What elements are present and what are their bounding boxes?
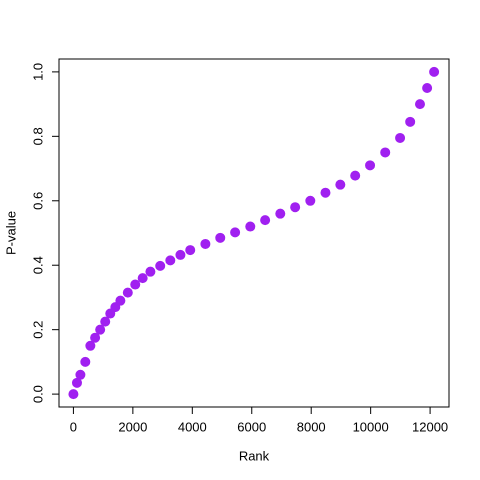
point <box>85 340 96 351</box>
point <box>115 295 126 306</box>
point <box>122 287 133 298</box>
point <box>320 187 331 198</box>
point <box>365 160 376 171</box>
point <box>305 195 316 206</box>
point <box>414 99 425 110</box>
x-tick-label: 8000 <box>297 419 326 434</box>
x-axis-label: Rank <box>239 448 270 463</box>
plot-frame <box>58 58 450 408</box>
point <box>100 316 111 327</box>
x-tick-label: 10000 <box>353 419 389 434</box>
point <box>260 215 271 226</box>
x-tick-label: 2000 <box>118 419 147 434</box>
point <box>405 116 416 127</box>
point <box>335 179 346 190</box>
y-axis-label: P-value <box>3 211 18 255</box>
point <box>110 302 121 313</box>
point <box>145 266 156 277</box>
point <box>185 245 196 256</box>
point <box>75 369 86 380</box>
point <box>165 255 176 266</box>
point <box>130 279 141 290</box>
point <box>200 238 211 249</box>
point <box>395 132 406 143</box>
y-tick-label: 0.4 <box>30 256 45 274</box>
point <box>90 332 101 343</box>
point <box>95 324 106 335</box>
x-tick-label: 0 <box>70 419 77 434</box>
x-tick-label: 6000 <box>237 419 266 434</box>
point <box>175 249 186 260</box>
y-tick-label: 1.0 <box>30 63 45 81</box>
point <box>68 389 79 400</box>
y-tick-label: 0.0 <box>30 385 45 403</box>
point <box>80 356 91 367</box>
point <box>215 232 226 243</box>
point <box>275 208 286 219</box>
point <box>245 221 256 232</box>
y-tick-label: 0.6 <box>30 192 45 210</box>
point <box>290 202 301 213</box>
x-tick-label: 4000 <box>178 419 207 434</box>
point <box>380 147 391 158</box>
point <box>155 260 166 271</box>
point <box>422 83 433 93</box>
y-tick-label: 0.2 <box>30 321 45 339</box>
point <box>230 227 241 238</box>
point <box>105 308 116 319</box>
y-tick-label: 0.8 <box>30 127 45 145</box>
x-tick-label: 12000 <box>412 419 448 434</box>
point <box>350 170 361 181</box>
point <box>137 273 148 284</box>
point <box>429 66 440 77</box>
